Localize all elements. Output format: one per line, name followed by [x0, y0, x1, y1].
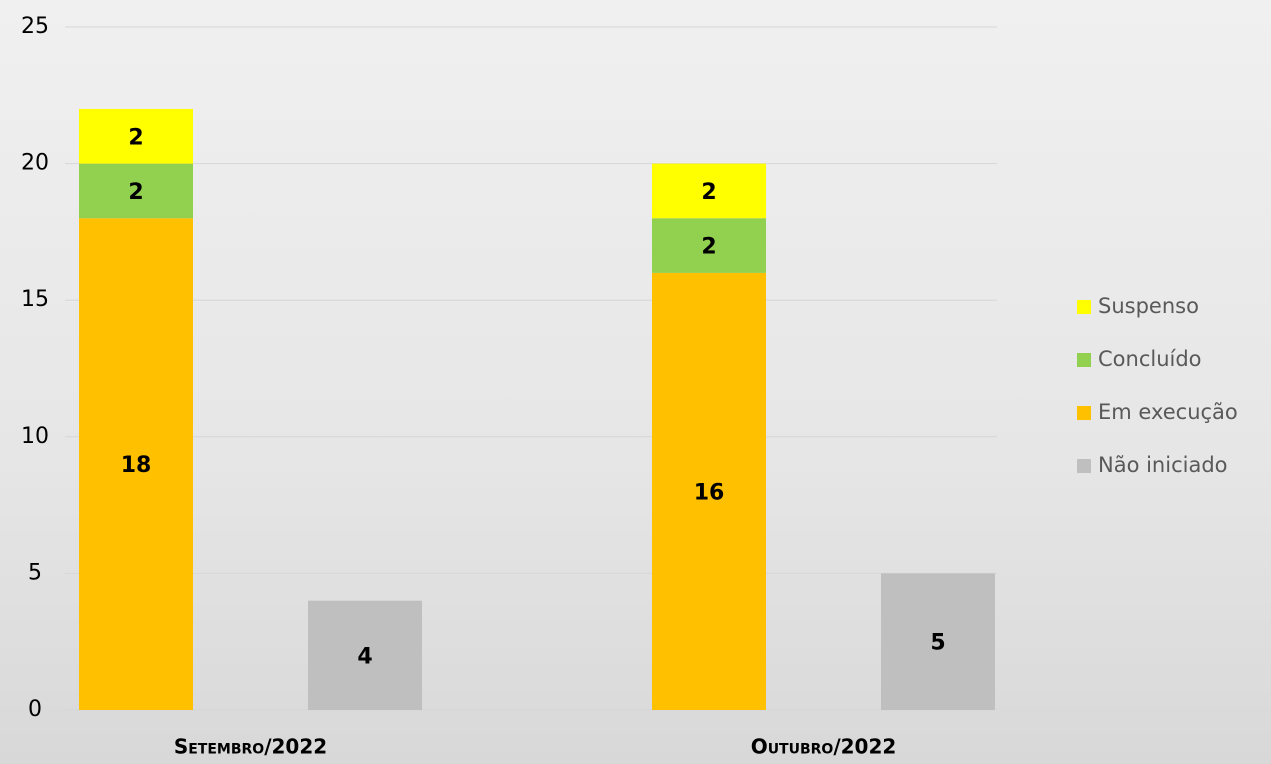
data-label: 18: [121, 453, 152, 478]
y-tick-label: 25: [21, 14, 49, 39]
y-tick-label: 20: [21, 151, 49, 176]
legend-swatch: [1077, 353, 1091, 367]
y-tick-label: 15: [21, 287, 49, 312]
legend-label: Suspenso: [1098, 294, 1199, 318]
x-tick-label: Setembro/2022: [174, 735, 327, 759]
data-label: 16: [694, 480, 725, 505]
data-label: 5: [930, 631, 945, 656]
data-label: 2: [701, 235, 716, 260]
y-tick-label: 5: [28, 560, 42, 585]
data-label: 2: [128, 180, 143, 205]
legend-swatch: [1077, 459, 1091, 473]
chart: 0510152025Setembro/202241822Outubro/2022…: [0, 0, 1271, 764]
data-label: 2: [701, 180, 716, 205]
legend-label: Concluído: [1098, 347, 1202, 371]
legend-label: Não iniciado: [1098, 453, 1228, 477]
data-label: 2: [128, 125, 143, 150]
legend-swatch: [1077, 406, 1091, 420]
legend-swatch: [1077, 300, 1091, 314]
y-tick-label: 0: [28, 697, 42, 722]
y-tick-label: 10: [21, 424, 49, 449]
data-label: 4: [357, 644, 372, 669]
legend-label: Em execução: [1098, 400, 1238, 424]
x-tick-label: Outubro/2022: [751, 735, 897, 759]
